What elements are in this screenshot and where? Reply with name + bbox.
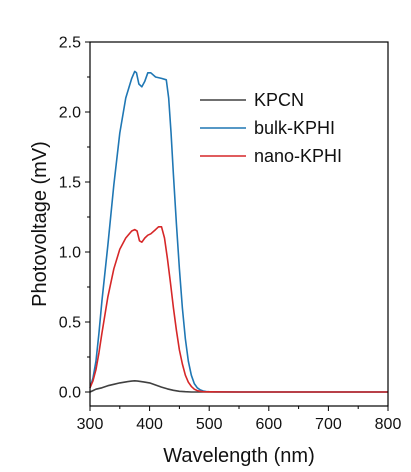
y-tick-label: 1.5 <box>59 175 81 192</box>
legend: KPCN bulk-KPHI nano-KPHI <box>200 90 342 166</box>
plot-frame <box>89 41 389 407</box>
x-axis: 300 400 500 600 700 800 <box>77 406 402 433</box>
x-tick-label: 700 <box>315 416 342 433</box>
legend-label: KPCN <box>254 90 304 110</box>
x-tick-label: 600 <box>255 416 282 433</box>
series-line-2 <box>89 70 388 393</box>
y-axis-title: Photovoltage (mV) <box>29 141 51 307</box>
legend-label: bulk-KPHI <box>254 118 335 138</box>
series-layer <box>89 70 388 393</box>
y-tick-label: 2.5 <box>59 35 81 52</box>
x-axis-title: Wavelength (nm) <box>163 445 315 467</box>
series-line-3 <box>89 226 388 393</box>
y-axis: 0.0 0.5 1.0 1.5 2.0 2.5 <box>59 35 90 402</box>
x-tick-label: 400 <box>136 416 163 433</box>
y-tick-label: 2.0 <box>59 105 81 122</box>
y-tick-label: 0.5 <box>59 315 81 332</box>
x-tick-label: 500 <box>196 416 223 433</box>
y-tick-label: 0.0 <box>59 385 81 402</box>
y-tick-label: 1.0 <box>59 245 81 262</box>
x-tick-label: 300 <box>77 416 104 433</box>
legend-label: nano-KPHI <box>254 146 342 166</box>
x-tick-label: 800 <box>375 416 402 433</box>
series-line-1 <box>89 380 388 393</box>
